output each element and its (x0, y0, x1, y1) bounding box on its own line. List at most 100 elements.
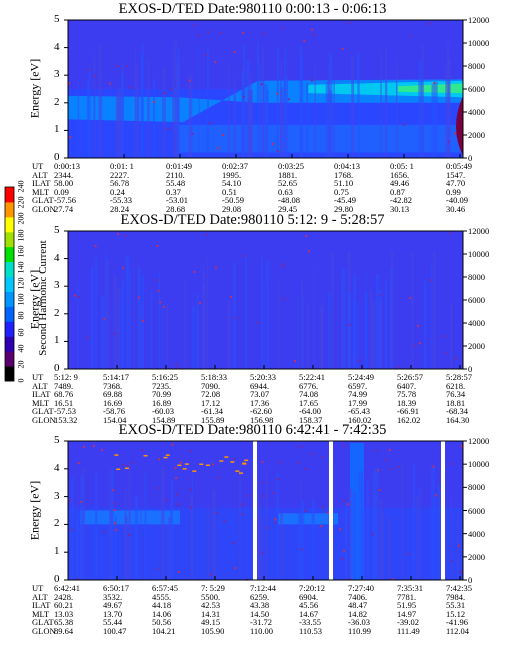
streak (384, 281, 388, 369)
ephemeris-value: 154.89 (152, 415, 176, 425)
band-mid (278, 513, 338, 525)
colorbar-segment (5, 187, 14, 203)
hot-dot (114, 454, 119, 456)
ephemeris-value: 56.78 (110, 178, 130, 189)
streak (299, 45, 302, 158)
noise-dot (429, 279, 432, 282)
noise-dot (163, 306, 166, 309)
streak (238, 462, 242, 580)
ephemeris-value: 14.67 (299, 608, 319, 619)
noise-dot (194, 23, 197, 26)
streak (211, 485, 214, 580)
noise-dot (407, 553, 410, 556)
streak (327, 293, 331, 369)
streak (328, 462, 330, 580)
y-tick-label: 0 (54, 573, 60, 585)
streak (95, 470, 98, 580)
noise-dot (283, 298, 286, 301)
ephemeris-value: 5:22:41 (299, 372, 325, 382)
noise-dot (234, 567, 237, 570)
ephemeris-value: 49.46 (390, 178, 410, 189)
ephemeris-value: -60.03 (152, 406, 174, 417)
ephemeris-value: 58.00 (54, 178, 74, 189)
streak (158, 273, 161, 369)
ephemeris-value: 160.02 (348, 415, 372, 425)
noise-dot (156, 567, 159, 570)
hot-dot (219, 460, 224, 462)
ephemeris-value: 74.08 (299, 389, 319, 400)
noise-dot (303, 39, 306, 42)
y2-tick-label: 6000 (468, 505, 485, 516)
ephemeris-value: 2227. (110, 169, 130, 180)
streak (329, 90, 332, 158)
ephemeris-value: 18.81 (446, 397, 466, 408)
hot-dot (244, 459, 249, 462)
noise-dot (419, 342, 422, 345)
ephemeris-value: 0:01: 1 (110, 161, 134, 171)
hot-dot (163, 456, 168, 459)
ephemeris-value: 14.31 (201, 608, 221, 619)
streak (115, 93, 119, 158)
streak (418, 487, 421, 580)
ephemeris-value: 6944. (250, 380, 270, 391)
noise-dot (417, 324, 420, 327)
noise-dot (378, 489, 381, 492)
ephemeris-row-label: ALT (32, 380, 48, 391)
streak (101, 295, 105, 369)
noise-dot (179, 461, 182, 464)
noise-dot (343, 499, 346, 502)
ephemeris-value: 45.56 (299, 600, 319, 611)
noise-dot (175, 477, 178, 480)
ephemeris-value: 6904. (299, 591, 319, 602)
noise-dot (279, 461, 282, 464)
streak (373, 506, 376, 580)
ephemeris-value: 110.99 (348, 626, 372, 636)
panel-title: EXOS-D/TED Date:980110 0:00:13 - 0:06:13 (118, 1, 387, 17)
streak (263, 56, 265, 158)
streak (77, 79, 80, 158)
streak (328, 78, 330, 158)
ephemeris-value: 68.76 (54, 389, 74, 400)
noise-dot (348, 578, 351, 581)
noise-dot (450, 462, 453, 465)
noise-dot (261, 551, 264, 554)
streak (110, 504, 113, 580)
noise-dot (391, 578, 394, 581)
noise-dot (256, 321, 259, 324)
noise-dot (443, 335, 446, 338)
streak (306, 304, 310, 369)
y-tick-label: 0 (54, 151, 60, 163)
streak (420, 488, 423, 580)
noise-dot (88, 68, 91, 71)
y2-tick-label: 2000 (468, 130, 485, 140)
ephemeris-value: 55.31 (446, 600, 466, 611)
streak (82, 468, 86, 580)
noise-dot (159, 301, 162, 304)
streak (183, 281, 187, 369)
noise-dot (343, 549, 346, 552)
streak (137, 260, 140, 369)
streak (114, 516, 117, 580)
ephemeris-value: -65.43 (348, 406, 370, 417)
noise-dot (79, 500, 82, 503)
streak (434, 81, 438, 158)
hot-dot (199, 463, 204, 466)
ephemeris-value: 65.38 (54, 617, 74, 628)
ephemeris-value: 70.99 (152, 389, 172, 400)
y-tick-label: 5 (54, 13, 60, 25)
ephemeris-value: -53.01 (166, 195, 188, 206)
streak (140, 510, 142, 580)
noise-dot (103, 317, 106, 320)
noise-dot (94, 245, 97, 248)
streak (69, 303, 72, 369)
ephemeris-row-label: ILAT (32, 178, 51, 189)
streak (88, 66, 91, 158)
ephemeris-row-label: MLT (32, 608, 50, 619)
streak (330, 252, 335, 369)
streak (395, 59, 398, 158)
ephemeris-row-label: GLON (32, 204, 56, 214)
ephemeris-value: 30.13 (390, 204, 410, 214)
noise-dot (176, 493, 179, 496)
noise-dot (117, 233, 120, 236)
ephemeris-value: -42.82 (390, 195, 412, 206)
